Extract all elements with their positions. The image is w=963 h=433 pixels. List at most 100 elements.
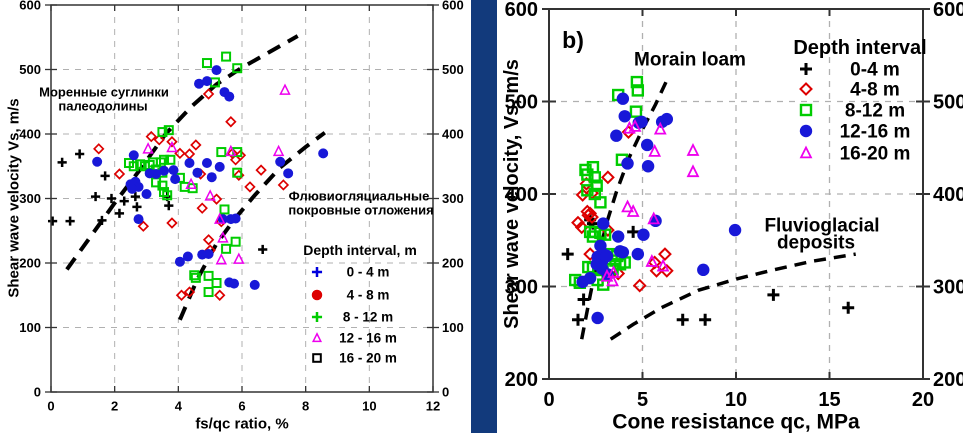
point-square — [598, 228, 612, 241]
legend: Depth interval, m 0 - 4 m 4 - 8 m 8 - 12 m 1… — [303, 242, 417, 366]
point-cross — [75, 149, 85, 159]
square-glyph — [630, 75, 644, 89]
point-square — [232, 167, 243, 178]
point-cross — [577, 293, 590, 306]
circle-glyph — [206, 172, 217, 183]
point-square — [211, 277, 222, 288]
y-tick-label-right: 300 — [442, 191, 464, 206]
cross-glyph — [800, 63, 812, 75]
point-diamond — [175, 289, 188, 301]
point-cross — [90, 191, 101, 202]
point-cross — [164, 200, 174, 211]
point-circle — [230, 213, 241, 224]
annotation-line: Fluvioglacial — [764, 216, 879, 237]
point-circle — [127, 183, 138, 194]
point-diamond — [255, 164, 267, 176]
annotation-line: deposits — [777, 233, 855, 254]
point-cross — [106, 193, 117, 204]
cross-glyph — [114, 208, 125, 218]
legend-entry-label: 12-16 m — [840, 122, 911, 143]
legend-marker-cross — [311, 311, 323, 323]
point-cross — [114, 208, 125, 218]
panel-divider-bar — [471, 0, 497, 433]
point-diamond — [574, 220, 589, 235]
triangle-glyph — [600, 268, 614, 282]
point-diamond — [611, 266, 626, 281]
legend-entry: 0 - 4 m — [311, 265, 389, 280]
triangle-glyph — [225, 144, 237, 157]
y-tick-label-left: 200 — [19, 256, 41, 271]
triangle-glyph — [656, 258, 670, 272]
x-axis-label: fs/qc ratio, % — [195, 415, 288, 432]
y-axis-label: Shear wave velocity Vs, m/s — [5, 98, 22, 297]
y-tick-label-left: 300 — [505, 277, 538, 299]
point-triangle — [628, 118, 642, 132]
square-glyph — [221, 51, 232, 62]
legend-title: Depth interval, m — [303, 242, 417, 258]
circle-glyph — [600, 249, 614, 263]
circle-glyph — [201, 76, 212, 87]
diamond-glyph — [190, 139, 202, 151]
annotation-line: покровные отложения — [288, 203, 433, 218]
diamond-glyph — [196, 202, 208, 214]
axis-ticks — [542, 8, 930, 380]
point-square — [629, 105, 643, 118]
diamond-glyph — [581, 208, 596, 223]
point-circle — [697, 263, 710, 277]
point-circle — [128, 150, 139, 161]
circle-glyph — [159, 165, 170, 176]
circle-glyph — [224, 91, 235, 102]
cross-glyph — [577, 293, 590, 306]
point-cross — [699, 313, 712, 326]
point-diamond — [196, 202, 208, 214]
point-circle — [660, 112, 674, 126]
point-triangle — [225, 144, 237, 157]
point-circle — [621, 157, 634, 170]
point-cross — [97, 215, 107, 226]
diamond-glyph — [600, 170, 615, 185]
triangle-glyph — [648, 143, 662, 157]
annotation-line: палеодолины — [58, 99, 147, 114]
circle-glyph — [141, 188, 152, 199]
point-square — [630, 75, 644, 89]
diamond-glyph — [277, 179, 290, 191]
y-tick-label-right: 400 — [442, 127, 464, 142]
circle-glyph — [214, 161, 225, 172]
point-circle — [583, 271, 597, 285]
circle-glyph — [211, 65, 222, 76]
circle-glyph — [616, 92, 630, 105]
legend-entry: 12 - 16 m — [311, 331, 397, 346]
point-triangle — [215, 253, 228, 265]
legend-marker-square — [799, 103, 813, 117]
circle-glyph — [318, 148, 329, 159]
square-glyph — [203, 287, 214, 298]
y-tick-label-left: 500 — [19, 62, 41, 77]
legend-entry-label: 16 - 20 m — [339, 351, 397, 366]
point-triangle — [686, 143, 700, 156]
circle-glyph — [151, 168, 162, 179]
triangle-glyph — [621, 199, 634, 213]
square-glyph — [799, 103, 813, 117]
legend-entry: 8 - 12 m — [311, 310, 393, 325]
circle-glyph — [194, 78, 205, 89]
point-triangle — [272, 144, 285, 157]
cross-glyph — [767, 288, 780, 301]
circle-glyph — [311, 289, 323, 301]
point-square — [219, 204, 230, 215]
point-circle — [151, 168, 162, 179]
circle-glyph — [275, 156, 286, 167]
square-glyph — [230, 236, 241, 247]
cross-glyph — [164, 200, 174, 211]
point-square — [203, 270, 214, 281]
point-circle — [184, 158, 195, 169]
point-circle — [229, 278, 240, 289]
point-cross — [65, 216, 75, 226]
circle-glyph — [203, 248, 214, 259]
square-glyph — [312, 353, 322, 363]
point-triangle — [647, 211, 661, 225]
cross-glyph — [132, 202, 142, 212]
y-tick-label-right: 300 — [933, 277, 963, 299]
point-circle — [211, 65, 222, 76]
cross-glyph — [106, 193, 117, 204]
